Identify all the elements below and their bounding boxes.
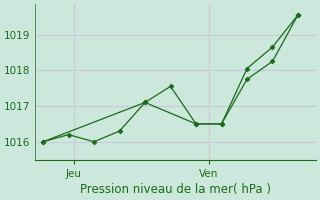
X-axis label: Pression niveau de la mer( hPa ): Pression niveau de la mer( hPa ) bbox=[80, 183, 271, 196]
